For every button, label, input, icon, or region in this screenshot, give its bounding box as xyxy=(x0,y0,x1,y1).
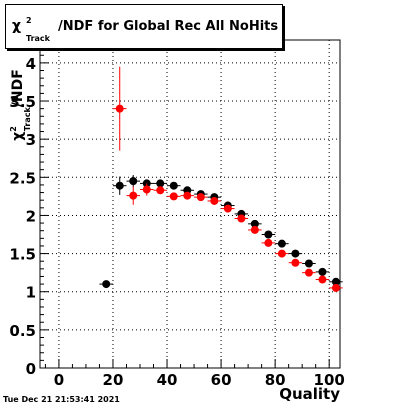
y-tick-label: 3.5 xyxy=(9,93,36,111)
black-data-point xyxy=(304,259,313,268)
axis-ticks: 0 20 40 60 80 100 0 0.5 1 1.5 2 2.5 3 3.5 4 xyxy=(9,47,345,389)
x-tick-label: 20 xyxy=(103,371,124,389)
y-tick-label: 1.5 xyxy=(9,246,36,264)
title-chi: χ xyxy=(12,18,22,34)
x-tick-label: 100 xyxy=(314,371,345,389)
black-data-point xyxy=(129,177,138,186)
red-data-point xyxy=(142,185,151,194)
x-tick-label: 60 xyxy=(211,371,232,389)
black-data-point xyxy=(102,280,111,289)
black-data-point xyxy=(115,181,124,190)
y-tick-label: 4 xyxy=(26,55,36,73)
red-data-point xyxy=(331,283,340,292)
title-superscript: 2 xyxy=(26,16,32,25)
black-data-point xyxy=(291,249,300,258)
black-data-point xyxy=(277,239,286,248)
red-data-point xyxy=(210,196,219,205)
y-tick-label: 0.5 xyxy=(9,322,36,340)
y-tick-label: 3 xyxy=(26,131,36,149)
red-data-point xyxy=(169,192,178,201)
title-subscript: Track xyxy=(26,34,50,43)
x-tick-label: 80 xyxy=(265,371,286,389)
red-data-point xyxy=(304,268,313,277)
plot-frame xyxy=(39,39,341,369)
red-data-point xyxy=(277,249,286,258)
y-tick-label: 2.5 xyxy=(9,169,36,187)
x-tick-label: 40 xyxy=(157,371,178,389)
y-tick-label: 2 xyxy=(26,207,36,225)
title-rest: /NDF for Global Rec All NoHits xyxy=(58,19,279,34)
red-data-point xyxy=(223,204,232,213)
red-data-point xyxy=(291,258,300,267)
timestamp: Tue Dec 21 21:53:41 2021 xyxy=(3,395,120,404)
black-data-point xyxy=(264,230,273,239)
grid xyxy=(40,40,340,369)
chart-title: χ 2 Track /NDF for Global Rec All NoHits xyxy=(12,5,282,48)
y-tick-label: 0 xyxy=(26,360,36,378)
y-axis-label: χ2 Track/NDF xyxy=(9,69,32,141)
red-data-point xyxy=(237,214,246,223)
black-data-point xyxy=(169,181,178,190)
y-tick-label: 1 xyxy=(26,284,36,302)
black-data-point xyxy=(318,267,327,276)
x-axis-label: Quality xyxy=(279,385,340,403)
red-data-point xyxy=(250,225,259,234)
black-data-point xyxy=(156,179,165,188)
red-data-point xyxy=(264,238,273,247)
red-data-point xyxy=(156,186,165,195)
x-tick-label: 0 xyxy=(54,371,64,389)
red-data-point xyxy=(183,191,192,200)
red-data-point xyxy=(318,275,327,284)
red-data-point xyxy=(129,191,138,200)
data-points xyxy=(99,66,343,292)
red-data-point xyxy=(115,104,124,113)
black-data-point xyxy=(331,277,340,286)
red-data-point xyxy=(196,193,205,202)
title-box: χ 2 Track /NDF for Global Rec All NoHits xyxy=(5,4,283,49)
black-data-point xyxy=(250,219,259,228)
